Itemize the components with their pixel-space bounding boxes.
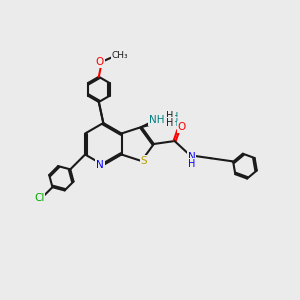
Text: NH: NH (149, 115, 164, 124)
Text: Cl: Cl (34, 193, 44, 202)
Text: H: H (171, 118, 178, 128)
Text: N: N (188, 152, 195, 162)
Text: O: O (178, 122, 186, 132)
Text: H: H (166, 118, 174, 128)
Text: S: S (141, 156, 147, 166)
Text: NH: NH (152, 116, 168, 126)
Text: H: H (171, 112, 178, 122)
Text: H: H (166, 111, 174, 121)
Text: CH₃: CH₃ (112, 51, 128, 60)
Text: H: H (188, 159, 195, 169)
Text: O: O (95, 57, 104, 67)
Text: N: N (96, 160, 104, 170)
